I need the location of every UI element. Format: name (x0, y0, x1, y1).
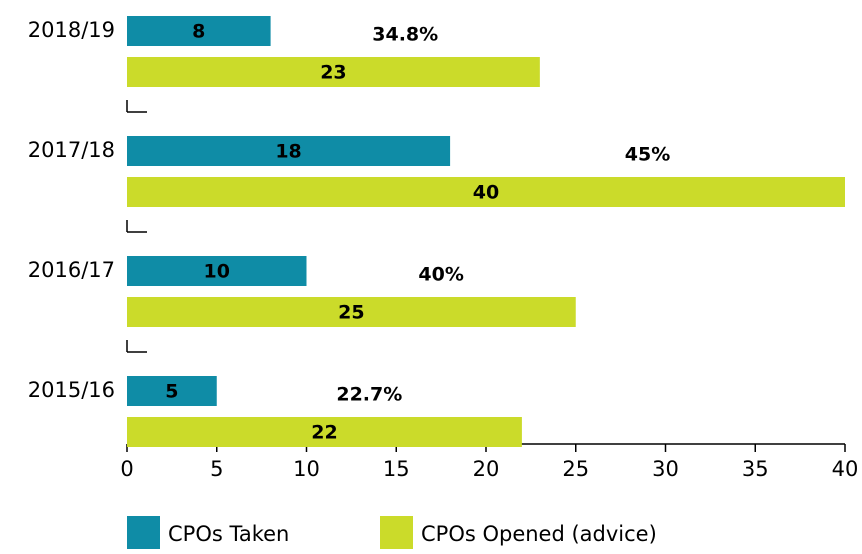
legend-swatch (127, 516, 160, 549)
data-label: 22 (311, 422, 337, 444)
y-tick-label: 2017/18 (28, 138, 115, 162)
bar (127, 136, 451, 166)
bar (127, 16, 271, 46)
x-tick-label: 20 (473, 457, 500, 481)
x-tick-label: 15 (383, 457, 410, 481)
bar (127, 256, 307, 286)
y-tick-label: 2015/16 (28, 378, 115, 402)
bar (127, 177, 845, 207)
annotation: 22.7% (336, 384, 402, 406)
annotation: 45% (625, 144, 670, 166)
data-label: 23 (320, 62, 346, 84)
bar (127, 297, 576, 327)
legend-label: CPOs Taken (168, 522, 289, 546)
data-label: 40 (473, 182, 499, 204)
data-label: 10 (204, 261, 230, 283)
data-label: 25 (338, 302, 364, 324)
y-tick-label: 2016/17 (28, 258, 115, 282)
x-tick-label: 25 (562, 457, 589, 481)
data-label: 8 (192, 21, 205, 43)
data-label: 18 (275, 141, 301, 163)
annotation: 34.8% (372, 24, 438, 46)
x-tick-label: 35 (742, 457, 769, 481)
x-tick-label: 40 (832, 457, 859, 481)
legend-label: CPOs Opened (advice) (421, 522, 657, 546)
annotation: 40% (418, 264, 463, 286)
x-tick-label: 30 (652, 457, 679, 481)
bar (127, 417, 522, 447)
legend-swatch (380, 516, 413, 549)
bar (127, 57, 540, 87)
x-tick-label: 10 (293, 457, 320, 481)
data-label: 5 (165, 381, 178, 403)
y-tick-label: 2018/19 (28, 18, 115, 42)
x-tick-label: 0 (120, 457, 133, 481)
x-tick-label: 5 (210, 457, 223, 481)
bar (127, 376, 217, 406)
